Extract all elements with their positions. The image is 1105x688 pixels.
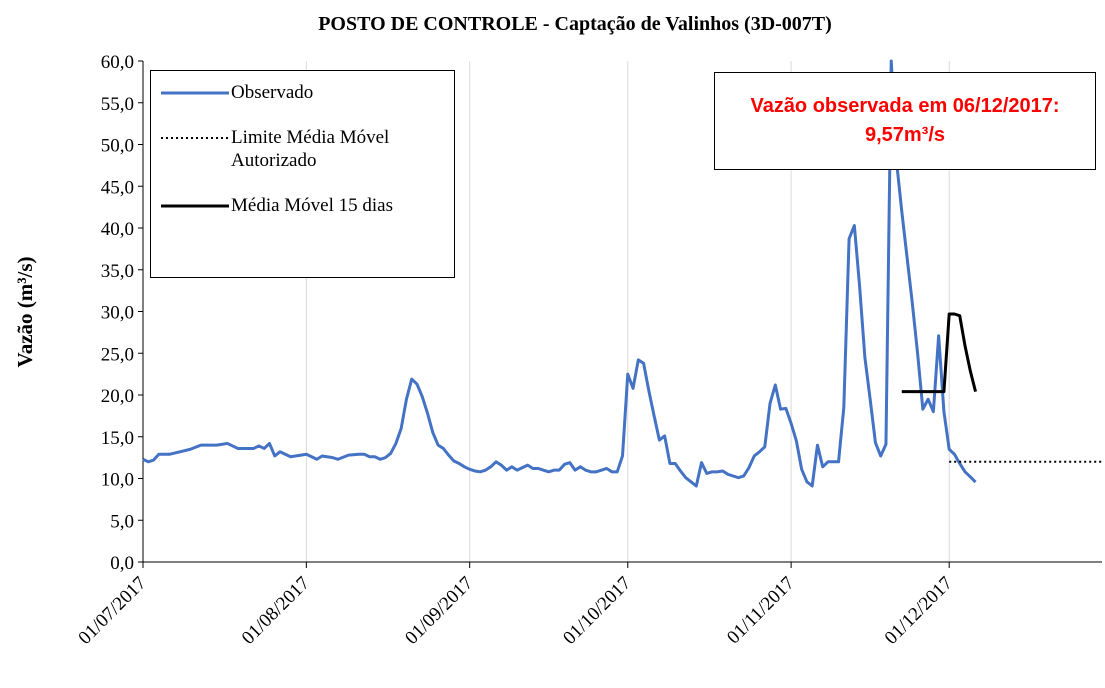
x-tick-label: 01/10/2017 bbox=[559, 573, 635, 649]
chart-title: POSTO DE CONTROLE - Captação de Valinhos… bbox=[318, 13, 832, 35]
y-tick-label: 15,0 bbox=[101, 428, 134, 449]
legend-label: Média Móvel 15 dias bbox=[231, 195, 394, 216]
x-tick-label: 01/08/2017 bbox=[238, 573, 314, 649]
y-tick-label: 50,0 bbox=[101, 136, 134, 157]
legend-label: Observado bbox=[231, 82, 314, 103]
y-tick-label: 20,0 bbox=[101, 386, 134, 407]
series-line bbox=[142, 59, 977, 488]
y-tick-label: 10,0 bbox=[101, 470, 134, 491]
y-tick-label: 40,0 bbox=[101, 219, 134, 240]
annotation: Vazão observada em 06/12/2017: 9,57m³/s bbox=[714, 72, 1096, 170]
y-tick-label: 5,0 bbox=[110, 511, 134, 532]
legend-swatch bbox=[161, 204, 229, 208]
y-tick-label: 45,0 bbox=[101, 177, 134, 198]
legend-swatch bbox=[161, 91, 229, 95]
legend-item: Média Móvel 15 dias bbox=[151, 194, 454, 217]
y-tick-label: 0,0 bbox=[110, 553, 134, 574]
y-tick-label: 30,0 bbox=[101, 303, 134, 324]
x-tick-label: 01/09/2017 bbox=[401, 573, 477, 649]
annotation-line: 9,57m³/s bbox=[864, 124, 946, 146]
x-tick-label: 01/07/2017 bbox=[74, 573, 150, 649]
y-tick-label: 55,0 bbox=[101, 94, 134, 115]
legend-item: Limite Média Móvel Autorizado bbox=[151, 126, 454, 172]
x-tick-label: 01/12/2017 bbox=[881, 573, 957, 649]
legend: Observado Limite Média Móvel Autorizado Mé… bbox=[150, 70, 455, 278]
y-axis-label: Vazão (m³/s) bbox=[13, 256, 37, 367]
y-tick-label: 35,0 bbox=[101, 261, 134, 282]
annotation-line: Vazão observada em 06/12/2017: bbox=[750, 95, 1060, 117]
series-line bbox=[901, 312, 977, 394]
x-tick-label: 01/11/2017 bbox=[723, 573, 799, 649]
legend-swatch bbox=[161, 137, 229, 139]
y-tick-label: 25,0 bbox=[101, 344, 134, 365]
y-tick-label: 60,0 bbox=[101, 52, 134, 73]
legend-item: Observado bbox=[151, 81, 454, 104]
legend-label: Limite Média Móvel Autorizado bbox=[231, 127, 390, 171]
